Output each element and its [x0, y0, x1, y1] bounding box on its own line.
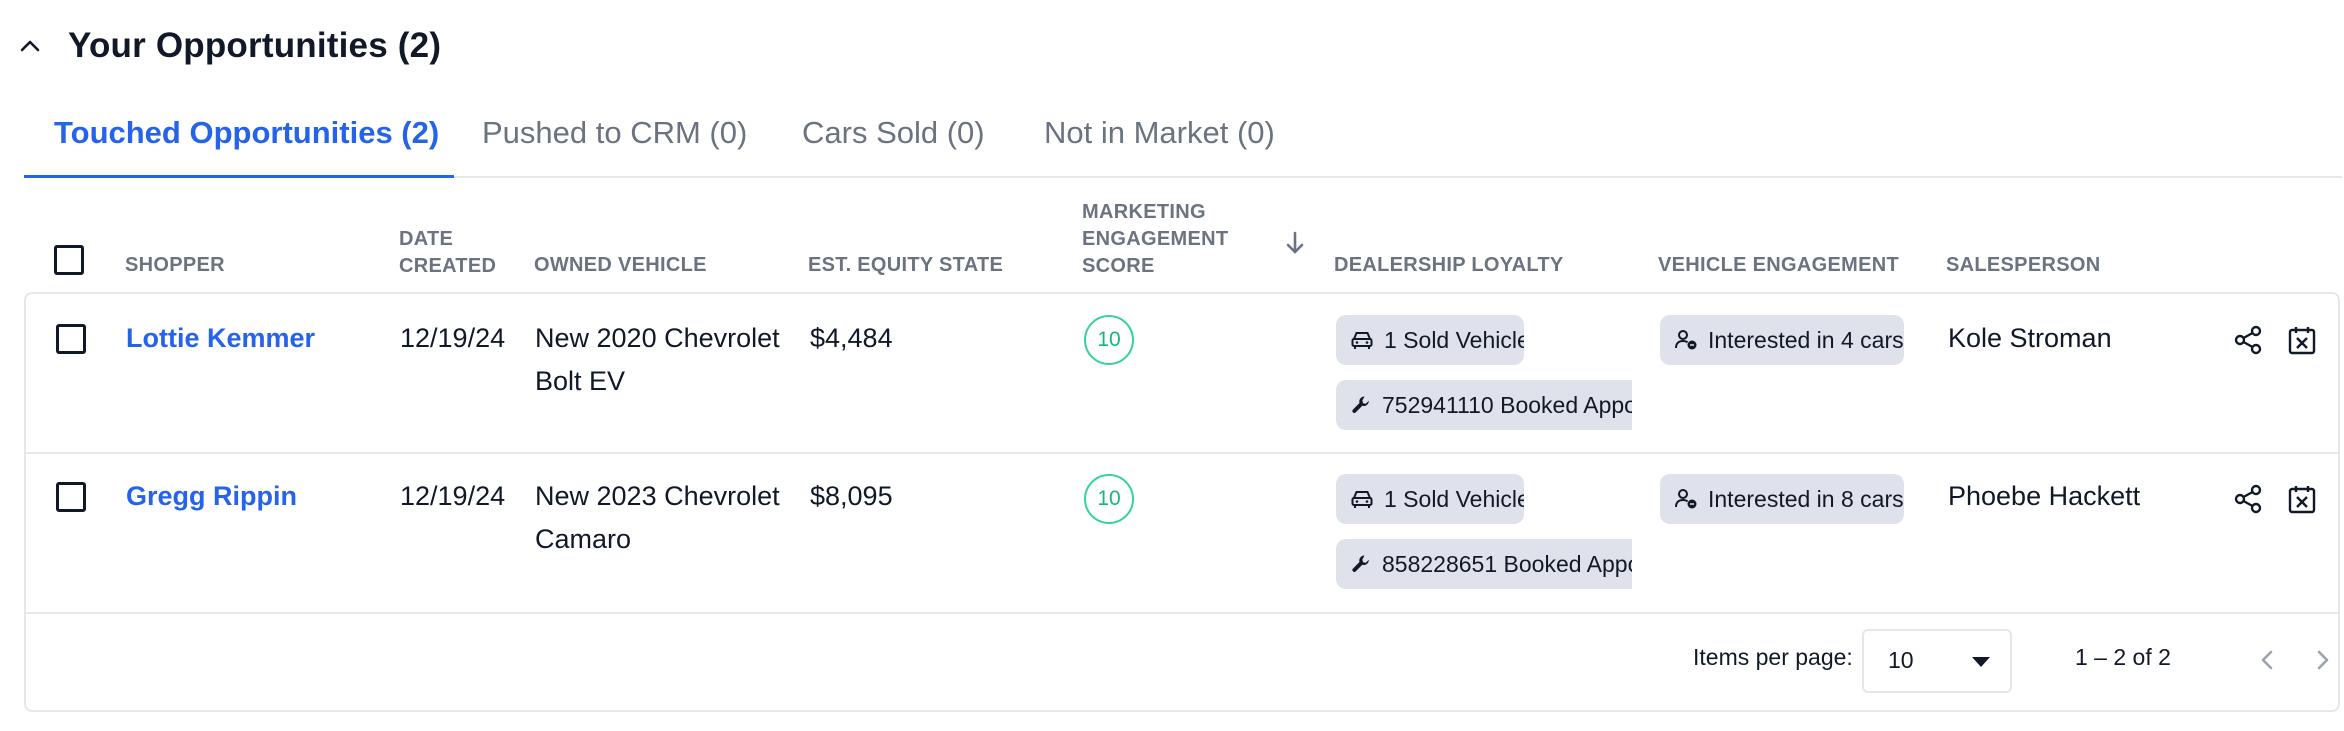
owned-vehicle-line2: Bolt EV: [535, 366, 626, 396]
user-interest-icon: [1675, 330, 1697, 350]
items-per-page-value: 10: [1888, 647, 1914, 673]
page-range-text: 1 – 2 of 2: [2075, 644, 2171, 670]
owned-vehicle-line1: New 2020 Chevrolet: [535, 323, 780, 353]
wrench-icon: [1352, 396, 1369, 413]
next-page-icon[interactable]: [2304, 642, 2340, 678]
vehicle-engagement-text: Interested in 4 cars: [1708, 326, 1904, 353]
column-header-vehicle-engagement[interactable]: VEHICLE ENGAGEMENT: [1658, 254, 1899, 276]
booked-appointment-text: 752941110 Booked Appointment: [1382, 391, 1632, 418]
vehicle-engagement-chip: Interested in 4 cars: [1660, 315, 1904, 365]
section-title: Your Opportunities (2): [68, 26, 442, 65]
column-header-mes-line2: ENGAGEMENT: [1082, 228, 1229, 250]
sold-vehicle-chip: 1 Sold Vehicle: [1336, 315, 1524, 365]
equity-cell: $8,095: [810, 481, 893, 511]
owned-vehicle-cell: New 2023 Chevrolet Camaro: [535, 475, 780, 561]
booked-appointment-chip: 858228651 Booked Appointment: [1336, 539, 1632, 589]
items-per-page-label: Items per page:: [1693, 644, 1853, 670]
row-checkbox[interactable]: [56, 324, 86, 354]
column-header-salesperson[interactable]: SALESPERSON: [1946, 254, 2101, 276]
column-header-equity[interactable]: EST. EQUITY STATE: [808, 254, 1004, 276]
tab-touched-opportunities[interactable]: Touched Opportunities (2): [54, 115, 440, 150]
share-icon[interactable]: [2232, 483, 2264, 515]
booked-appointment-text: 858228651 Booked Appointment: [1382, 550, 1632, 577]
select-all-checkbox[interactable]: [54, 245, 84, 275]
table-row: Lottie Kemmer 12/19/24 New 2020 Chevrole…: [26, 294, 2338, 454]
column-header-date-created[interactable]: DATE CREATED: [399, 226, 496, 280]
column-header-shopper[interactable]: SHOPPER: [125, 254, 225, 276]
dismiss-calendar-icon[interactable]: [2286, 483, 2318, 515]
opportunity-tabs: Touched Opportunities (2) Pushed to CRM …: [24, 90, 2342, 178]
active-tab-indicator: [24, 175, 454, 178]
owned-vehicle-line1: New 2023 Chevrolet: [535, 481, 780, 511]
share-icon[interactable]: [2232, 324, 2264, 356]
column-header-date-line2: CREATED: [399, 255, 497, 277]
owned-vehicle-line2: Camaro: [535, 524, 632, 554]
equity-cell: $4,484: [810, 323, 893, 353]
dismiss-calendar-icon[interactable]: [2286, 324, 2318, 356]
column-header-dealership-loyalty[interactable]: DEALERSHIP LOYALTY: [1334, 254, 1564, 276]
owned-vehicle-cell: New 2020 Chevrolet Bolt EV: [535, 317, 780, 403]
tab-cars-sold[interactable]: Cars Sold (0): [802, 115, 985, 150]
sold-vehicle-text: 1 Sold Vehicle: [1384, 485, 1524, 512]
table-header: SHOPPER DATE CREATED OWNED VEHICLE EST. …: [24, 190, 2342, 290]
sold-vehicle-chip: 1 Sold Vehicle: [1336, 474, 1524, 524]
opportunities-table: Lottie Kemmer 12/19/24 New 2020 Chevrole…: [24, 292, 2340, 712]
tab-pushed-to-crm[interactable]: Pushed to CRM (0): [482, 115, 748, 150]
marketing-score-badge: 10: [1084, 315, 1134, 365]
items-per-page-select[interactable]: 10: [1862, 629, 2012, 693]
shopper-cell: Gregg Rippin: [126, 475, 297, 518]
column-header-owned-vehicle[interactable]: OWNED VEHICLE: [534, 254, 707, 276]
wrench-icon: [1352, 555, 1369, 572]
pagination-bar: Items per page: 10 1 – 2 of 2: [26, 612, 2338, 712]
shopper-cell: Lottie Kemmer: [126, 317, 315, 360]
sort-descending-icon[interactable]: [1284, 230, 1306, 256]
user-interest-icon: [1675, 489, 1697, 509]
column-header-date-line1: DATE: [399, 228, 454, 250]
sold-vehicle-text: 1 Sold Vehicle: [1384, 326, 1524, 353]
marketing-score-badge: 10: [1084, 474, 1134, 524]
date-created-cell: 12/19/24: [400, 323, 506, 353]
car-icon: [1351, 491, 1373, 508]
row-checkbox[interactable]: [56, 482, 86, 512]
date-created-cell: 12/19/24: [400, 481, 506, 511]
tab-not-in-market[interactable]: Not in Market (0): [1044, 115, 1275, 150]
shopper-link[interactable]: Gregg Rippin: [126, 481, 297, 511]
caret-down-icon: [1972, 657, 1990, 667]
section-header: Your Opportunities (2): [18, 18, 441, 74]
chevron-up-icon[interactable]: [18, 34, 42, 58]
vehicle-engagement-text: Interested in 8 cars: [1708, 485, 1904, 512]
table-row: Gregg Rippin 12/19/24 New 2023 Chevrolet…: [26, 454, 2338, 614]
column-header-marketing-score[interactable]: MARKETING ENGAGEMENT SCORE: [1082, 199, 1228, 280]
shopper-link[interactable]: Lottie Kemmer: [126, 323, 316, 353]
vehicle-engagement-chip: Interested in 8 cars: [1660, 474, 1904, 524]
salesperson-cell: Phoebe Hackett: [1948, 481, 2141, 511]
column-header-mes-line1: MARKETING: [1082, 201, 1206, 223]
column-header-mes-line3: SCORE: [1082, 255, 1155, 277]
salesperson-cell: Kole Stroman: [1948, 323, 2112, 353]
previous-page-icon[interactable]: [2250, 642, 2286, 678]
car-icon: [1351, 332, 1373, 349]
booked-appointment-chip: 752941110 Booked Appointment: [1336, 380, 1632, 430]
